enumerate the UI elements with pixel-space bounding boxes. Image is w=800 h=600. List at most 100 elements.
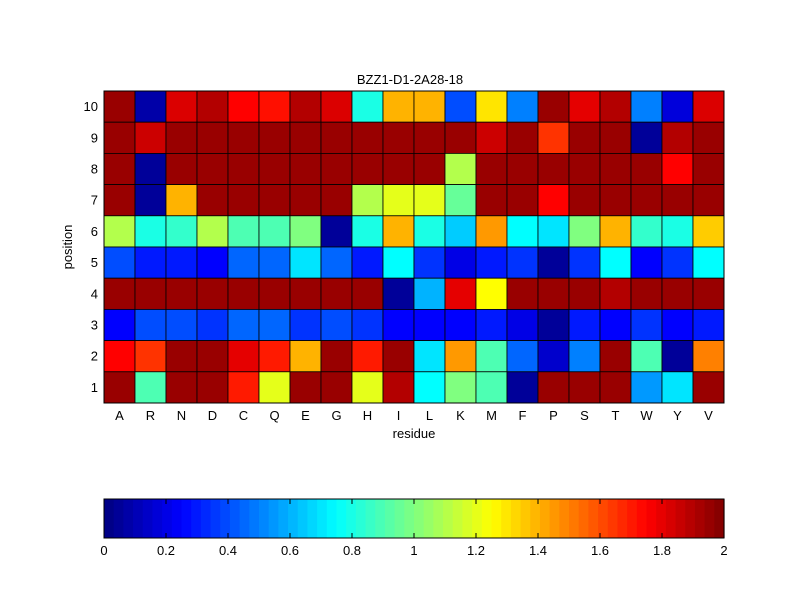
heatmap-cell	[227, 184, 260, 217]
heatmap-cell	[320, 90, 353, 123]
heatmap-cell	[134, 277, 167, 310]
colorbar-tick-label: 1.4	[529, 543, 547, 558]
heatmap-cell	[568, 277, 601, 310]
heatmap-cell	[475, 277, 508, 310]
y-tick-labels: 10 9 8 7 6 5 4 3 2 1	[84, 99, 98, 395]
x-tick-label: Q	[269, 408, 279, 423]
x-tick-label: E	[301, 408, 310, 423]
heatmap-cell	[475, 246, 508, 279]
y-tick-label: 6	[91, 224, 98, 239]
heatmap-cell	[196, 152, 229, 185]
heatmap-cell	[196, 308, 229, 341]
colorbar-segment	[210, 499, 221, 538]
heatmap-cell	[227, 215, 260, 248]
x-tick-label: M	[486, 408, 497, 423]
heatmap-cell	[444, 340, 477, 373]
heatmap-cell	[382, 246, 415, 279]
y-tick-label: 4	[91, 286, 98, 301]
heatmap-cell	[196, 340, 229, 373]
colorbar-segment	[530, 499, 541, 538]
heatmap-cell	[599, 371, 632, 404]
colorbar-segment	[288, 499, 299, 538]
y-axis-label: position	[60, 225, 75, 270]
heatmap-cell	[599, 246, 632, 279]
heatmap-cell	[289, 121, 322, 154]
heatmap-cell	[320, 308, 353, 341]
heatmap-cell	[382, 340, 415, 373]
heatmap-cell	[599, 90, 632, 123]
heatmap-cell	[413, 340, 446, 373]
heatmap-cell	[227, 152, 260, 185]
heatmap-cell	[630, 371, 663, 404]
chart-title: BZZ1-D1-2A28-18	[357, 72, 463, 87]
heatmap-cell	[599, 340, 632, 373]
heatmap-cell	[413, 371, 446, 404]
heatmap-cell	[103, 246, 136, 279]
heatmap-cell	[444, 90, 477, 123]
heatmap-cell	[289, 90, 322, 123]
heatmap-cell	[475, 152, 508, 185]
heatmap-cell	[568, 152, 601, 185]
heatmap-cell	[134, 308, 167, 341]
heatmap-cell	[661, 308, 694, 341]
heatmap-cell	[382, 215, 415, 248]
heatmap-cell	[475, 340, 508, 373]
heatmap-cell	[289, 246, 322, 279]
heatmap-cell	[320, 340, 353, 373]
colorbar-segment	[229, 499, 241, 538]
heatmap-cell	[599, 121, 632, 154]
colorbar-segment	[200, 499, 212, 538]
heatmap-cell	[506, 277, 539, 310]
heatmap-cell	[289, 152, 322, 185]
heatmap-cell	[165, 340, 198, 373]
colorbar-segment	[714, 499, 725, 538]
colorbar-tick-label: 0.2	[157, 543, 175, 558]
x-tick-label: D	[208, 408, 217, 423]
colorbar-segment	[588, 499, 599, 538]
colorbar-segment	[433, 499, 444, 538]
heatmap-cell	[289, 277, 322, 310]
heatmap-cell	[165, 371, 198, 404]
heatmap-cell	[506, 90, 539, 123]
y-tick-label: 10	[84, 99, 98, 114]
heatmap-cell	[382, 184, 415, 217]
heatmap-cell	[475, 90, 508, 123]
heatmap-cell	[320, 371, 353, 404]
heatmap-cell	[289, 184, 322, 217]
colorbar-segment	[656, 499, 667, 538]
heatmap-cell	[692, 90, 725, 123]
heatmap-cell	[165, 215, 198, 248]
heatmap-cell	[413, 152, 446, 185]
heatmap-cell	[692, 308, 725, 341]
colorbar-segment	[365, 499, 376, 538]
heatmap-cell	[196, 215, 229, 248]
heatmap-cell	[134, 340, 167, 373]
heatmap-cell	[568, 340, 601, 373]
heatmap-cell	[475, 121, 508, 154]
x-tick-label: L	[426, 408, 433, 423]
heatmap-cell	[630, 215, 663, 248]
heatmap-cell	[196, 371, 229, 404]
colorbar-segment	[317, 499, 328, 538]
heatmap-cell	[630, 90, 663, 123]
colorbar-segment	[239, 499, 250, 538]
heatmap-cell	[537, 277, 570, 310]
colorbar-segment	[704, 499, 715, 538]
heatmap-cell	[537, 246, 570, 279]
heatmap-cell	[320, 184, 353, 217]
colorbar-segment	[491, 499, 502, 538]
heatmap-cell	[506, 340, 539, 373]
heatmap-cell	[258, 121, 291, 154]
colorbar-tick-label: 0.8	[343, 543, 361, 558]
heatmap-cell	[165, 246, 198, 279]
y-tick-label: 7	[91, 193, 98, 208]
heatmap-cell	[134, 371, 167, 404]
heatmap-cell	[599, 215, 632, 248]
heatmap-cell	[351, 215, 384, 248]
colorbar-segment	[481, 499, 493, 538]
colorbar-segment	[423, 499, 434, 538]
heatmap-cell	[196, 277, 229, 310]
x-tick-label: F	[519, 408, 527, 423]
heatmap-cell	[165, 121, 198, 154]
colorbar-tick-label: 2	[720, 543, 727, 558]
